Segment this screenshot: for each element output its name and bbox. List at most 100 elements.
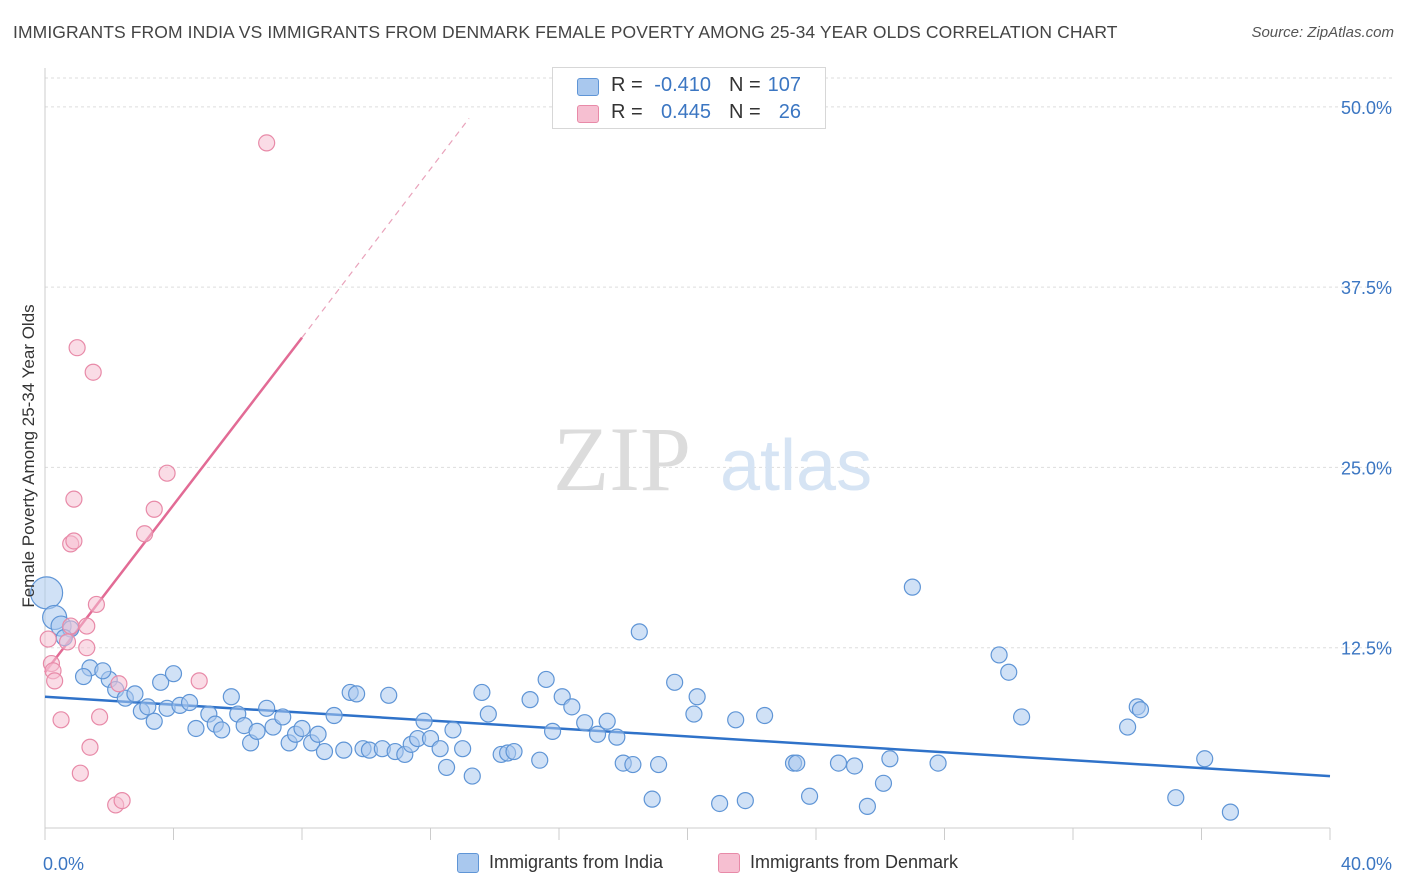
india-point bbox=[437, 758, 456, 777]
india-point bbox=[335, 741, 353, 759]
india-point bbox=[666, 673, 684, 691]
india-point bbox=[630, 623, 648, 641]
denmark-point bbox=[65, 490, 83, 508]
india-point bbox=[473, 683, 491, 702]
denmark-point bbox=[71, 764, 89, 782]
india-point bbox=[990, 646, 1008, 664]
india-point bbox=[727, 711, 745, 729]
axis-layer bbox=[44, 68, 1331, 840]
denmark-point bbox=[68, 339, 86, 357]
denmark-point bbox=[78, 639, 96, 657]
legend-item-denmark[interactable]: Immigrants from Denmark bbox=[718, 852, 958, 873]
india-point bbox=[180, 693, 199, 712]
india-n-value: 107 bbox=[767, 74, 801, 96]
india-point bbox=[348, 685, 366, 703]
india-point bbox=[380, 686, 398, 704]
denmark-point bbox=[65, 532, 83, 550]
india-point bbox=[74, 667, 93, 686]
denmark-point bbox=[145, 500, 163, 518]
denmark-n-value: 26 bbox=[778, 101, 801, 123]
denmark-point bbox=[81, 738, 99, 756]
watermark-atlas: atlas bbox=[720, 426, 872, 506]
denmark-point bbox=[62, 617, 80, 635]
source-label: Source: ZipAtlas.com bbox=[1251, 24, 1394, 41]
label-layer: 12.5% 25.0% 37.5% 50.0% 0.0% 40.0% Female Pove… bbox=[19, 98, 1392, 874]
india-point bbox=[711, 794, 729, 813]
series-legend: Immigrants from India Immigrants from De… bbox=[0, 852, 1406, 878]
x-tick-label-min: 0.0% bbox=[43, 854, 84, 874]
denmark-point bbox=[91, 708, 109, 726]
legend-india-label: Immigrants from India bbox=[489, 852, 664, 872]
india-r-label: R = bbox=[611, 74, 643, 96]
denmark-point bbox=[158, 464, 176, 482]
india-point bbox=[543, 722, 562, 740]
india-point bbox=[1000, 663, 1018, 681]
india-point bbox=[315, 742, 334, 761]
y-tick-label: 12.5% bbox=[1341, 639, 1392, 659]
india-point bbox=[649, 755, 668, 774]
india-point bbox=[505, 742, 523, 761]
india-point bbox=[685, 705, 703, 723]
india-r-value: -0.410 bbox=[654, 74, 711, 96]
denmark-point bbox=[84, 363, 102, 381]
india-point bbox=[126, 685, 144, 703]
x-tick-label-max: 40.0% bbox=[1341, 854, 1392, 874]
denmark-point bbox=[78, 617, 96, 635]
india-point bbox=[293, 719, 311, 738]
india-point bbox=[531, 751, 549, 769]
india-point bbox=[1012, 708, 1031, 726]
denmark-n-label: N = bbox=[729, 101, 761, 123]
india-point bbox=[248, 722, 266, 740]
correlation-legend: R = -0.410 N = 107 R = 0.445 N = 26 bbox=[552, 67, 826, 129]
india-point bbox=[537, 670, 555, 689]
india-point bbox=[1221, 803, 1240, 821]
india-point bbox=[213, 721, 231, 739]
india-point bbox=[845, 757, 864, 775]
denmark-point bbox=[113, 791, 131, 810]
india-point bbox=[145, 712, 163, 730]
india-point bbox=[736, 791, 754, 810]
india-point bbox=[1196, 750, 1214, 768]
legend-india-swatch bbox=[457, 852, 479, 873]
grid-layer bbox=[45, 77, 1395, 649]
point-layer bbox=[30, 134, 1240, 821]
y-tick-label: 25.0% bbox=[1341, 458, 1392, 478]
india-point bbox=[563, 698, 581, 716]
india-point bbox=[858, 797, 877, 815]
denmark-r-value: 0.445 bbox=[660, 101, 711, 123]
legend-denmark-swatch bbox=[718, 852, 740, 873]
india-point bbox=[608, 728, 626, 746]
india-point bbox=[431, 740, 449, 758]
legend-item-india[interactable]: Immigrants from India bbox=[457, 852, 663, 873]
india-point bbox=[903, 578, 921, 596]
india-point bbox=[1119, 718, 1137, 736]
legend-row-india: R = -0.410 N = 107 bbox=[553, 74, 825, 100]
india-point bbox=[415, 712, 433, 730]
india-point bbox=[598, 712, 616, 730]
india-point bbox=[881, 750, 899, 768]
india-point bbox=[94, 662, 112, 680]
india-point bbox=[643, 790, 661, 808]
y-tick-label: 50.0% bbox=[1341, 98, 1392, 118]
india-point bbox=[463, 767, 481, 785]
india-point bbox=[454, 740, 472, 758]
denmark-point bbox=[46, 672, 64, 690]
denmark-point bbox=[58, 633, 77, 651]
india-point bbox=[576, 714, 594, 732]
y-tick-label: 37.5% bbox=[1341, 278, 1392, 298]
india-point bbox=[258, 699, 276, 717]
india-point bbox=[929, 754, 947, 772]
india-point bbox=[222, 688, 240, 706]
denmark-point bbox=[52, 711, 70, 729]
denmark-point bbox=[87, 595, 106, 614]
india-point bbox=[788, 754, 806, 772]
india-point bbox=[755, 706, 774, 725]
india-point bbox=[309, 725, 327, 743]
india-point bbox=[688, 688, 706, 706]
india-point bbox=[624, 755, 642, 774]
india-point bbox=[829, 754, 848, 772]
india-point bbox=[1167, 789, 1185, 807]
y-axis-label: Female Poverty Among 25-34 Year Olds bbox=[19, 304, 38, 607]
india-point bbox=[1131, 701, 1150, 719]
